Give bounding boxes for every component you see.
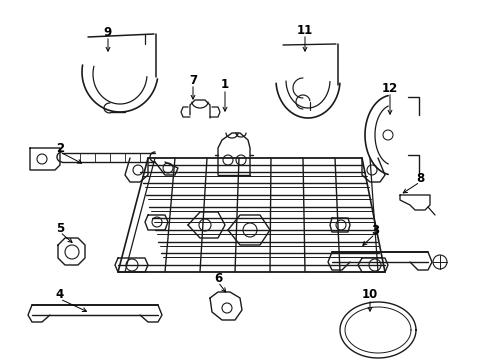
Text: 3: 3	[370, 224, 378, 237]
Text: 7: 7	[188, 73, 197, 86]
Text: 1: 1	[221, 78, 228, 91]
Text: 10: 10	[361, 288, 377, 302]
Text: 9: 9	[103, 26, 112, 39]
Text: 4: 4	[56, 288, 64, 302]
Text: 6: 6	[213, 271, 222, 284]
Text: 12: 12	[381, 81, 397, 94]
Text: 2: 2	[56, 141, 64, 154]
Text: 8: 8	[415, 171, 423, 184]
Text: 5: 5	[56, 221, 64, 234]
Text: 11: 11	[296, 23, 312, 36]
